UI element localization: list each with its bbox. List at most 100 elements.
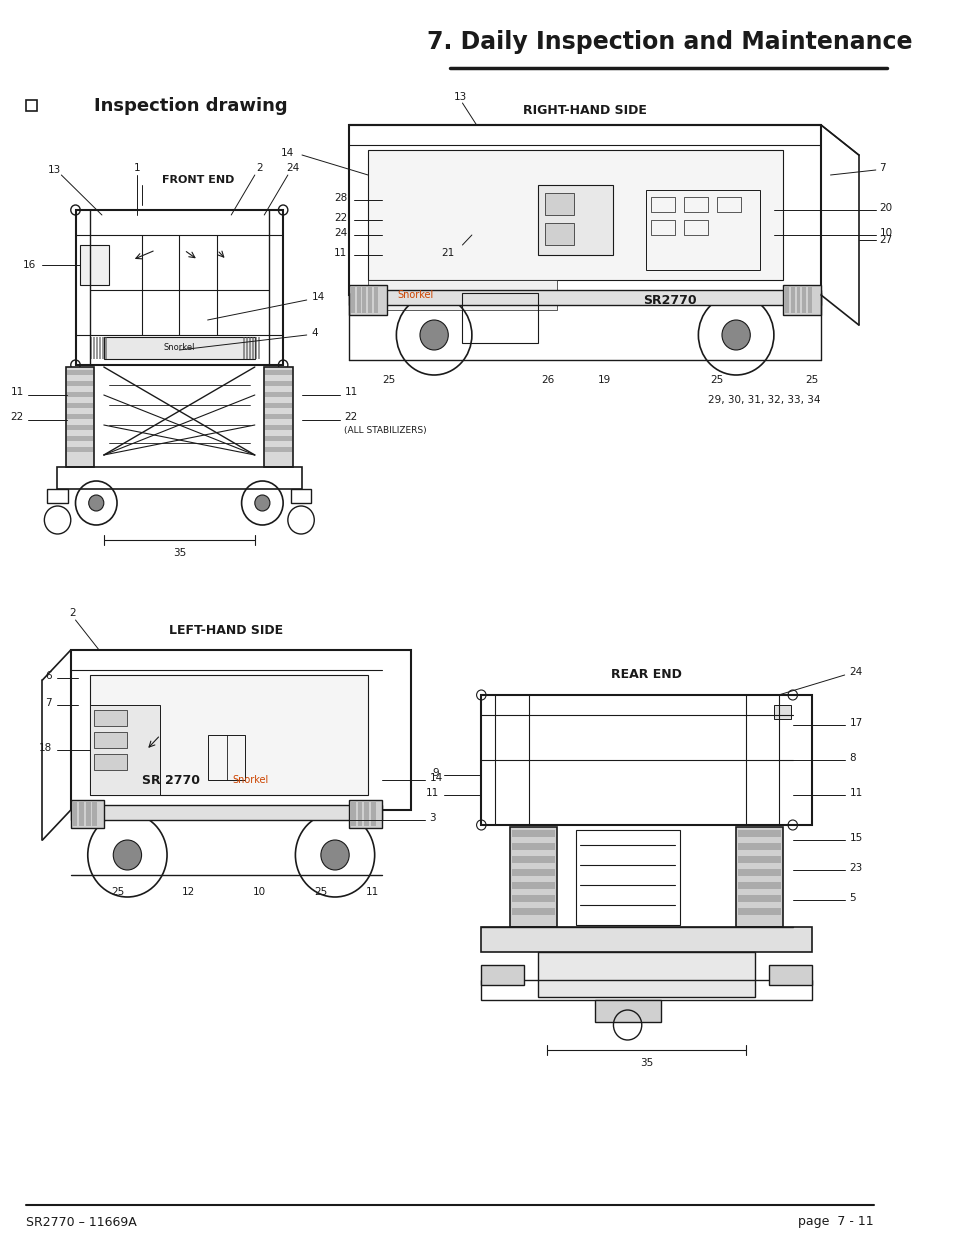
Text: 23: 23: [848, 863, 862, 873]
Circle shape: [89, 495, 104, 511]
Bar: [265, 370, 292, 375]
Bar: [807, 287, 811, 312]
Text: 14: 14: [281, 148, 294, 158]
Bar: [71, 805, 382, 820]
Bar: [79, 802, 84, 826]
Text: Snorkel: Snorkel: [396, 290, 433, 300]
Bar: [291, 489, 311, 503]
Text: 9: 9: [432, 768, 438, 778]
Bar: [208, 735, 245, 781]
Text: 25: 25: [710, 375, 723, 385]
Bar: [102, 337, 104, 359]
Bar: [264, 367, 293, 467]
Bar: [511, 856, 555, 863]
Bar: [357, 802, 362, 826]
Bar: [67, 403, 93, 408]
Text: 13: 13: [48, 165, 61, 175]
Bar: [254, 337, 256, 359]
Bar: [481, 695, 811, 825]
Text: 14: 14: [311, 291, 324, 303]
Bar: [509, 827, 557, 927]
Circle shape: [320, 840, 349, 869]
Bar: [768, 965, 811, 986]
Bar: [736, 827, 782, 927]
Text: 21: 21: [441, 248, 455, 258]
Text: LEFT-HAND SIDE: LEFT-HAND SIDE: [170, 624, 283, 636]
Bar: [462, 293, 537, 343]
Bar: [243, 337, 245, 359]
Text: 25: 25: [382, 375, 395, 385]
Text: 10: 10: [879, 228, 892, 238]
Text: 17: 17: [848, 718, 862, 727]
Bar: [790, 287, 794, 312]
Bar: [66, 367, 94, 467]
Bar: [67, 382, 93, 387]
Bar: [481, 965, 523, 986]
Bar: [368, 280, 557, 310]
Bar: [537, 952, 754, 997]
Text: 11: 11: [848, 788, 862, 798]
Bar: [796, 287, 800, 312]
Bar: [67, 447, 93, 452]
Bar: [246, 337, 248, 359]
Text: SR2770 – 11669A: SR2770 – 11669A: [27, 1215, 137, 1229]
Bar: [481, 927, 811, 952]
Bar: [481, 981, 811, 1000]
Bar: [94, 732, 128, 748]
Bar: [75, 210, 283, 366]
Bar: [90, 705, 160, 795]
Bar: [349, 290, 821, 305]
Text: 3: 3: [429, 813, 436, 823]
Text: page  7 - 11: page 7 - 11: [798, 1215, 873, 1229]
Bar: [67, 414, 93, 419]
Bar: [738, 869, 781, 876]
Text: Inspection drawing: Inspection drawing: [94, 98, 288, 115]
Bar: [738, 882, 781, 889]
Bar: [265, 436, 292, 441]
Text: 24: 24: [286, 163, 299, 173]
Text: 5: 5: [848, 893, 855, 903]
Bar: [96, 337, 98, 359]
Bar: [56, 467, 302, 489]
Bar: [67, 436, 93, 441]
Bar: [738, 895, 781, 902]
Text: 15: 15: [848, 832, 862, 844]
Bar: [511, 844, 555, 850]
Text: 35: 35: [172, 548, 186, 558]
Bar: [537, 185, 613, 254]
Text: 22: 22: [334, 212, 347, 224]
Bar: [94, 710, 128, 726]
Bar: [782, 285, 821, 315]
Bar: [575, 830, 679, 925]
Text: 4: 4: [311, 329, 317, 338]
Bar: [364, 802, 369, 826]
Text: 11: 11: [344, 387, 357, 396]
Text: 24: 24: [334, 228, 347, 238]
Text: 8: 8: [848, 753, 855, 763]
Text: 25: 25: [112, 887, 125, 897]
Bar: [773, 705, 790, 719]
Text: 11: 11: [425, 788, 438, 798]
Bar: [738, 844, 781, 850]
Bar: [252, 337, 253, 359]
Text: 25: 25: [804, 375, 818, 385]
Bar: [105, 337, 107, 359]
Circle shape: [254, 495, 270, 511]
Bar: [67, 370, 93, 375]
Bar: [511, 895, 555, 902]
Text: 1: 1: [133, 163, 140, 173]
Bar: [67, 425, 93, 430]
Bar: [265, 414, 292, 419]
Bar: [651, 198, 674, 212]
Bar: [738, 908, 781, 915]
Text: 14: 14: [429, 773, 442, 783]
Bar: [362, 287, 366, 312]
Text: REAR END: REAR END: [611, 668, 681, 682]
Circle shape: [113, 840, 141, 869]
Bar: [545, 193, 573, 215]
Bar: [651, 220, 674, 235]
Bar: [349, 285, 387, 315]
Bar: [80, 245, 109, 285]
Bar: [265, 425, 292, 430]
Text: 24: 24: [848, 667, 862, 677]
